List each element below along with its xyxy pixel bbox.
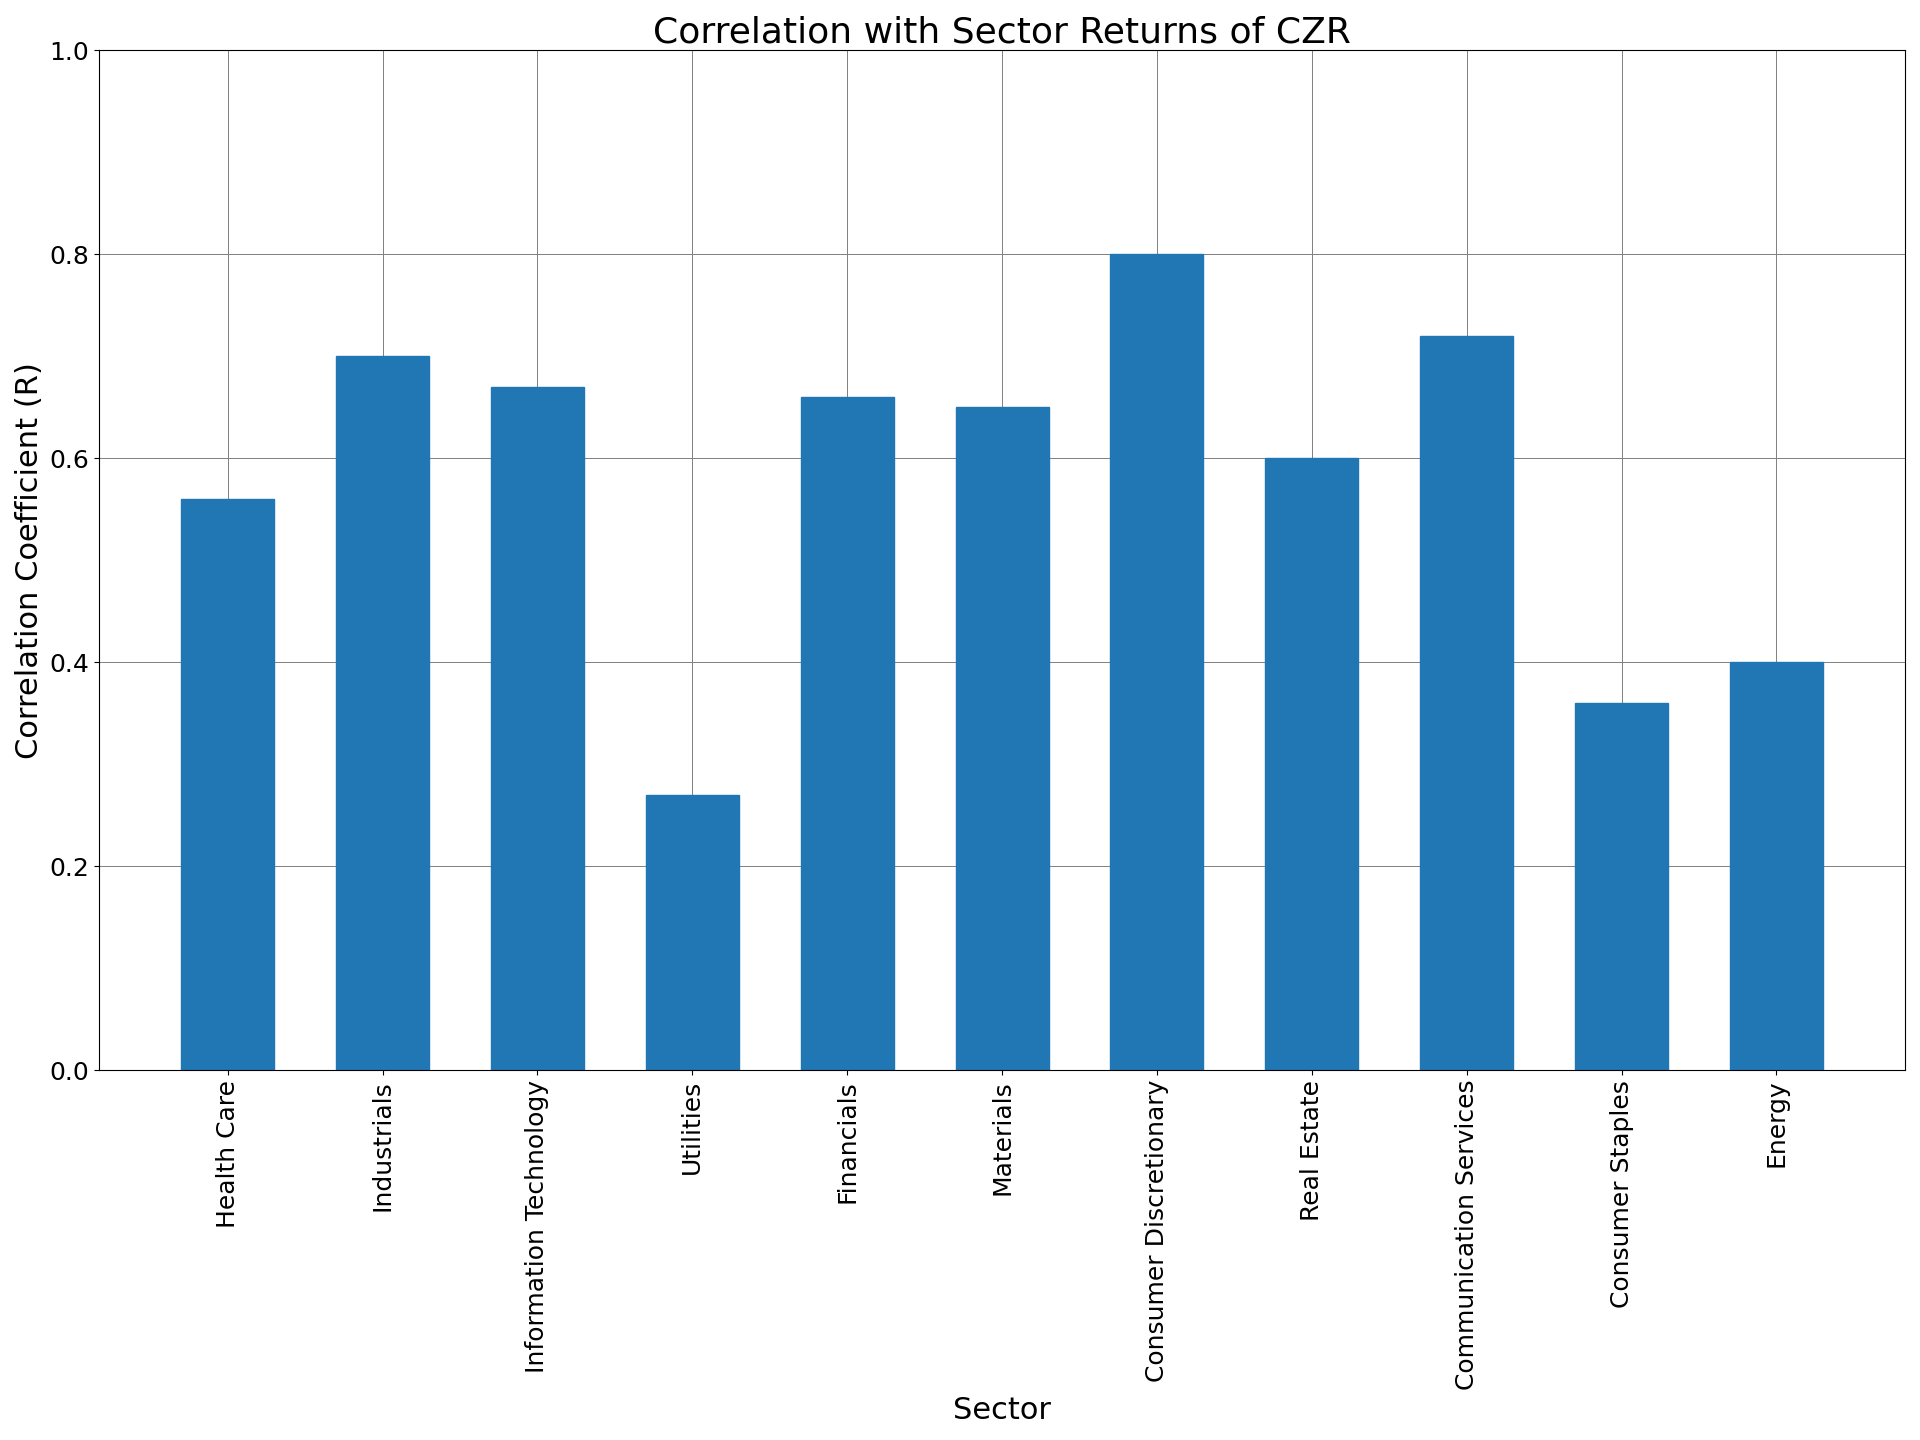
Bar [1421, 336, 1513, 1070]
X-axis label: Sector: Sector [952, 1395, 1050, 1426]
Bar [336, 356, 428, 1070]
Bar [801, 397, 893, 1070]
Bar [1265, 458, 1357, 1070]
Bar [1110, 255, 1204, 1070]
Bar [645, 795, 739, 1070]
Bar [956, 408, 1048, 1070]
Bar [180, 500, 275, 1070]
Title: Correlation with Sector Returns of CZR: Correlation with Sector Returns of CZR [653, 14, 1352, 49]
Y-axis label: Correlation Coefficient (R): Correlation Coefficient (R) [15, 361, 44, 759]
Bar [492, 387, 584, 1070]
Bar [1574, 703, 1668, 1070]
Bar [1730, 662, 1822, 1070]
